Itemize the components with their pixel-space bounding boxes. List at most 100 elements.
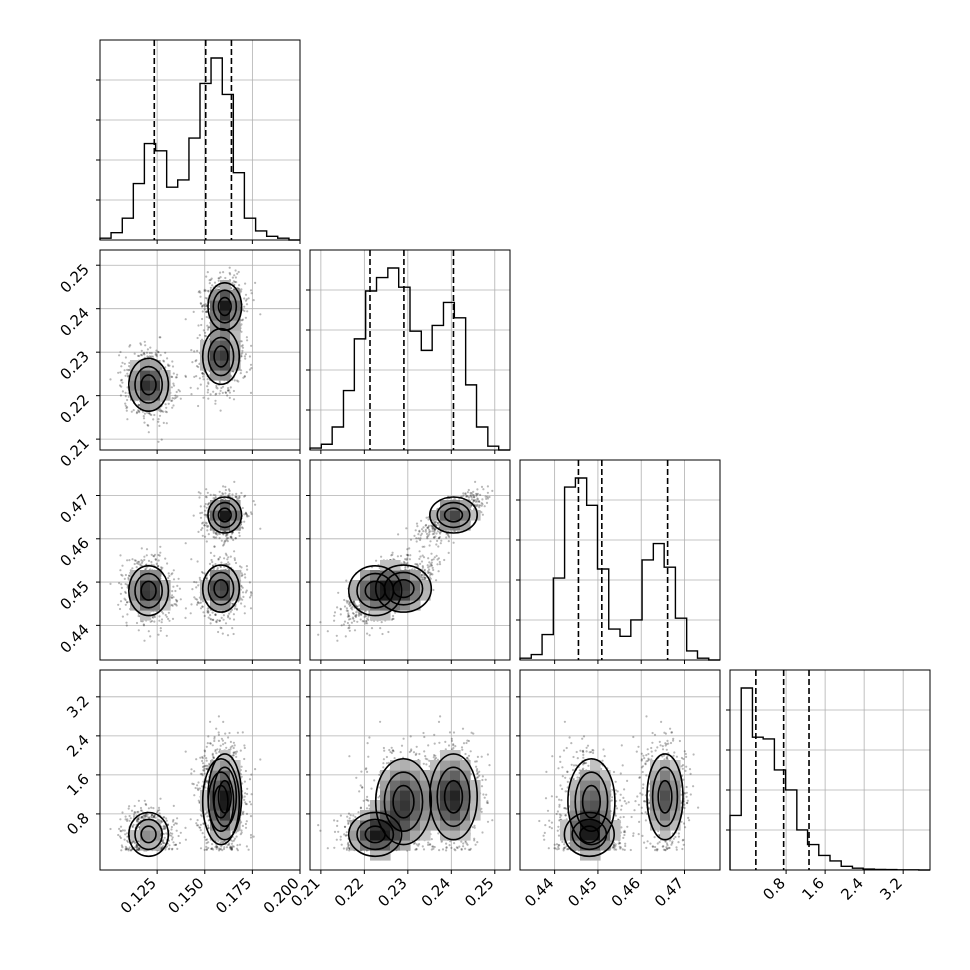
scatter-point (207, 502, 210, 506)
scatter-point (174, 598, 178, 602)
scatter-point (152, 418, 155, 421)
scatter-point (206, 491, 209, 494)
scatter-point (160, 618, 164, 621)
scatter-point (220, 627, 223, 630)
scatter-point (159, 410, 162, 413)
density-cell (230, 500, 241, 511)
scatter-point (121, 390, 124, 393)
scatter-point (438, 526, 441, 529)
scatter-point (355, 613, 358, 616)
scatter-point (215, 392, 218, 395)
density-cell (200, 340, 211, 351)
scatter-point (443, 558, 446, 562)
scatter-point (196, 601, 199, 605)
scatter-point (227, 561, 230, 564)
scatter-point (190, 603, 193, 606)
scatter-point (232, 618, 236, 621)
scatter-point (433, 530, 436, 534)
scatter-point (241, 352, 244, 355)
scatter-point (484, 495, 487, 498)
scatter-point (162, 421, 165, 424)
scatter-point (438, 560, 441, 564)
scatter-point (208, 282, 211, 285)
scatter-point (165, 406, 168, 409)
scatter-point (346, 615, 349, 618)
scatter-point (167, 617, 170, 621)
scatter-point (219, 498, 223, 501)
scatter-point (147, 630, 150, 633)
scatter-point (142, 352, 145, 355)
scatter-point (367, 618, 370, 622)
scatter-point (126, 368, 129, 371)
scatter-point (157, 350, 160, 353)
scatter-point (421, 554, 424, 557)
scatter-point (357, 614, 360, 617)
density-cell (210, 370, 221, 381)
scatter-point (123, 362, 126, 365)
contour-0-0 (140, 580, 157, 601)
scatter-point (149, 620, 152, 623)
scatter-point (435, 554, 438, 558)
scatter-point (221, 391, 224, 394)
scatter-point (417, 533, 420, 536)
scatter-point (224, 276, 227, 280)
scatter-point (240, 288, 243, 291)
scatter-point (347, 627, 350, 630)
scatter-point (195, 586, 198, 589)
scatter-point (201, 310, 204, 313)
scatter-point (353, 629, 357, 632)
scatter-point (207, 388, 210, 391)
scatter-point (240, 345, 243, 348)
scatter-point (194, 597, 197, 601)
scatter-point (249, 289, 253, 292)
scatter-point (203, 288, 206, 291)
scatter-point (430, 552, 433, 555)
scatter-point (151, 355, 154, 358)
scatter-point (232, 280, 235, 283)
scatter-point (124, 402, 127, 405)
scatter-point (206, 391, 209, 394)
scatter-point (137, 403, 140, 407)
scatter-point (435, 524, 438, 527)
scatter-point (120, 378, 123, 381)
scatter-point (422, 526, 425, 529)
scatter-point (212, 564, 215, 567)
scatter-point (233, 557, 236, 560)
scatter-point (146, 411, 149, 414)
scatter-point (415, 563, 418, 566)
contour-2-2 (207, 496, 243, 534)
panel-frame (99, 249, 301, 451)
scatter-point (143, 412, 146, 415)
scatter-point (123, 369, 126, 372)
scatter-point (143, 340, 146, 343)
contour-1-1 (207, 336, 235, 377)
scatter-point (205, 310, 208, 313)
scatter-point (424, 576, 427, 579)
scatter-point (250, 367, 253, 370)
scatter-point (482, 488, 485, 491)
scatter-point (160, 610, 163, 613)
contour-2-1 (212, 289, 238, 324)
scatter-point (355, 611, 358, 614)
scatter-point (217, 279, 220, 282)
scatter-point (172, 372, 175, 375)
scatter-point (204, 310, 207, 314)
scatter-point (141, 620, 144, 623)
scatter-point (198, 602, 201, 605)
scatter-point (172, 384, 176, 387)
scatter-point (155, 355, 158, 358)
scatter-point (202, 378, 205, 381)
scatter-point (127, 369, 130, 372)
scatter-point (215, 288, 218, 291)
scatter-point (158, 336, 161, 339)
contour-0-2 (128, 564, 170, 617)
scatter-point (153, 553, 157, 556)
scatter-point (176, 584, 179, 588)
scatter-point (433, 526, 436, 530)
scatter-point (194, 360, 197, 363)
scatter-point (472, 490, 475, 493)
scatter-point (207, 616, 210, 619)
y-tick-label-p2-0: 0.21 (56, 434, 92, 470)
scatter-point (231, 602, 234, 606)
scatter-point (205, 522, 208, 525)
